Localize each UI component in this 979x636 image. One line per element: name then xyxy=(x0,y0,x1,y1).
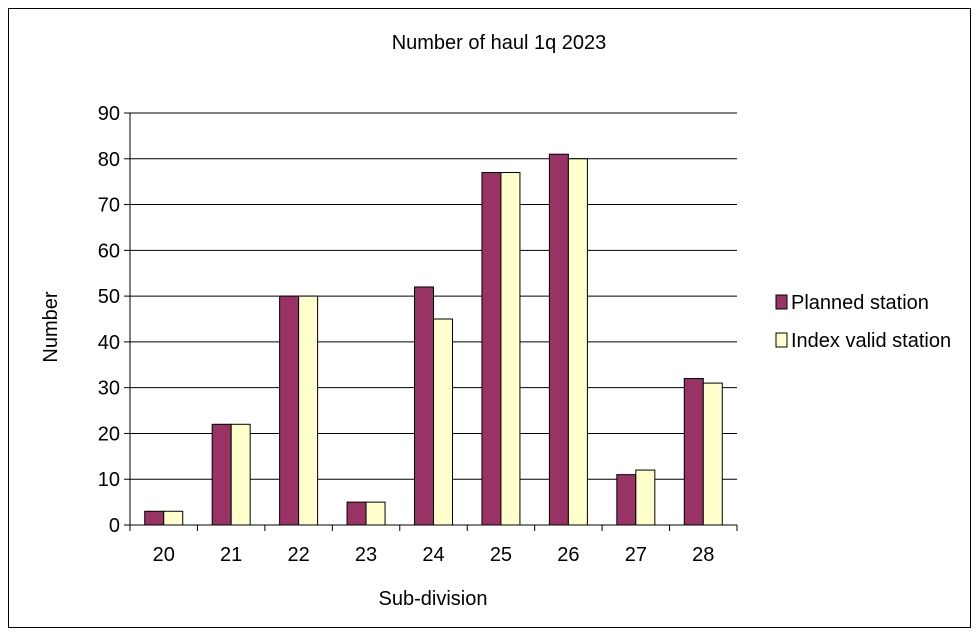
legend-label: Planned station xyxy=(791,292,929,314)
y-tick-label: 90 xyxy=(98,103,120,125)
x-tick-label: 21 xyxy=(220,544,242,566)
y-tick-label: 30 xyxy=(98,378,120,400)
legend-label: Index valid station xyxy=(791,330,951,352)
x-axis-label: Sub-division xyxy=(379,588,488,610)
y-axis-label: Number xyxy=(40,291,62,362)
y-tick-label: 10 xyxy=(98,469,120,491)
y-tick-label: 40 xyxy=(98,332,120,354)
bar-index-valid-station-24 xyxy=(433,318,453,526)
x-tick-label: 27 xyxy=(625,544,647,566)
x-tick-label: 22 xyxy=(287,544,309,566)
bars xyxy=(144,153,723,526)
bar-planned-station-23 xyxy=(346,501,367,526)
bar-index-valid-station-27 xyxy=(635,469,656,526)
y-tick-label: 0 xyxy=(109,515,120,537)
bar-chart: Number of haul 1q 2023 0 10 20 30 40 50 60 70 80… xyxy=(40,32,951,610)
legend: Planned station Index valid station xyxy=(775,292,951,352)
x-tick-label: 26 xyxy=(557,544,579,566)
axes xyxy=(129,113,737,526)
legend-swatch xyxy=(775,294,788,310)
bar-index-valid-station-23 xyxy=(365,501,386,526)
y-tick-label: 70 xyxy=(98,195,120,217)
bar-index-valid-station-28 xyxy=(702,382,723,526)
y-tick-label: 20 xyxy=(98,423,120,445)
bar-index-valid-station-20 xyxy=(163,510,184,526)
bar-planned-station-21 xyxy=(211,423,232,526)
x-tick-label: 24 xyxy=(422,544,444,566)
x-tick-label: 25 xyxy=(490,544,512,566)
y-tick-label: 50 xyxy=(98,286,120,308)
bar-index-valid-station-22 xyxy=(298,295,319,526)
bar-index-valid-station-25 xyxy=(500,172,521,526)
bar-planned-station-20 xyxy=(144,510,165,526)
y-axis-ticks: 0 10 20 30 40 50 60 70 80 90 xyxy=(98,103,130,537)
y-tick-label: 60 xyxy=(98,240,120,262)
bar-planned-station-28 xyxy=(683,378,704,526)
y-tick-label: 80 xyxy=(98,149,120,171)
bar-index-valid-station-21 xyxy=(230,423,251,526)
bar-planned-station-27 xyxy=(616,474,637,526)
bar-planned-station-24 xyxy=(414,286,434,526)
legend-swatch xyxy=(775,332,788,348)
x-tick-label: 23 xyxy=(355,544,377,566)
chart-title: Number of haul 1q 2023 xyxy=(392,32,607,54)
bar-planned-station-25 xyxy=(481,172,502,526)
bar-planned-station-22 xyxy=(279,295,300,526)
bar-index-valid-station-26 xyxy=(567,158,588,526)
x-tick-label: 20 xyxy=(153,544,175,566)
x-axis-ticks: 20 21 22 23 24 25 26 27 28 xyxy=(129,525,738,566)
bar-planned-station-26 xyxy=(548,153,569,526)
chart-frame: Number of haul 1q 2023 0 10 20 30 40 50 60 70 80… xyxy=(8,8,971,628)
x-tick-label: 28 xyxy=(692,544,714,566)
